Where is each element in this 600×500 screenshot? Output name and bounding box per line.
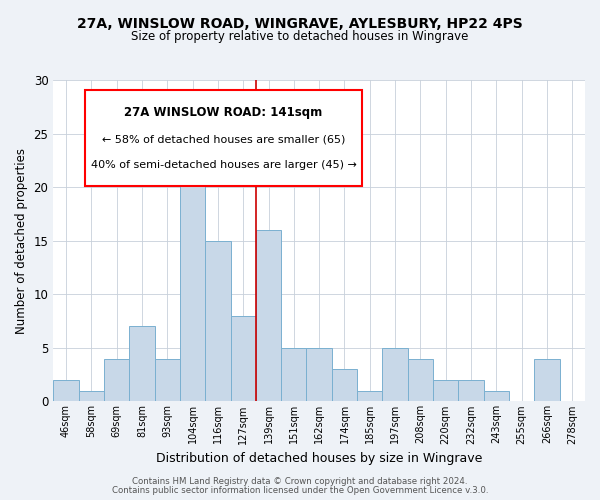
Bar <box>180 144 205 402</box>
Text: Contains public sector information licensed under the Open Government Licence v.: Contains public sector information licen… <box>112 486 488 495</box>
Bar <box>79 390 104 402</box>
Bar <box>408 358 433 402</box>
Bar <box>382 348 408 402</box>
Bar <box>332 369 357 402</box>
Text: Contains HM Land Registry data © Crown copyright and database right 2024.: Contains HM Land Registry data © Crown c… <box>132 477 468 486</box>
Bar <box>230 316 256 402</box>
FancyBboxPatch shape <box>85 90 362 186</box>
Bar <box>104 358 129 402</box>
Y-axis label: Number of detached properties: Number of detached properties <box>15 148 28 334</box>
Bar <box>458 380 484 402</box>
Text: 40% of semi-detached houses are larger (45) →: 40% of semi-detached houses are larger (… <box>91 160 356 170</box>
Bar <box>357 390 382 402</box>
Bar <box>129 326 155 402</box>
Text: ← 58% of detached houses are smaller (65): ← 58% of detached houses are smaller (65… <box>102 134 345 144</box>
Bar <box>433 380 458 402</box>
Bar <box>53 380 79 402</box>
Text: 27A, WINSLOW ROAD, WINGRAVE, AYLESBURY, HP22 4PS: 27A, WINSLOW ROAD, WINGRAVE, AYLESBURY, … <box>77 18 523 32</box>
Bar <box>307 348 332 402</box>
Bar <box>256 230 281 402</box>
Text: Size of property relative to detached houses in Wingrave: Size of property relative to detached ho… <box>131 30 469 43</box>
Bar <box>281 348 307 402</box>
Bar <box>484 390 509 402</box>
Bar <box>535 358 560 402</box>
X-axis label: Distribution of detached houses by size in Wingrave: Distribution of detached houses by size … <box>156 452 482 465</box>
Bar <box>205 240 230 402</box>
Text: 27A WINSLOW ROAD: 141sqm: 27A WINSLOW ROAD: 141sqm <box>124 106 323 118</box>
Bar <box>155 358 180 402</box>
